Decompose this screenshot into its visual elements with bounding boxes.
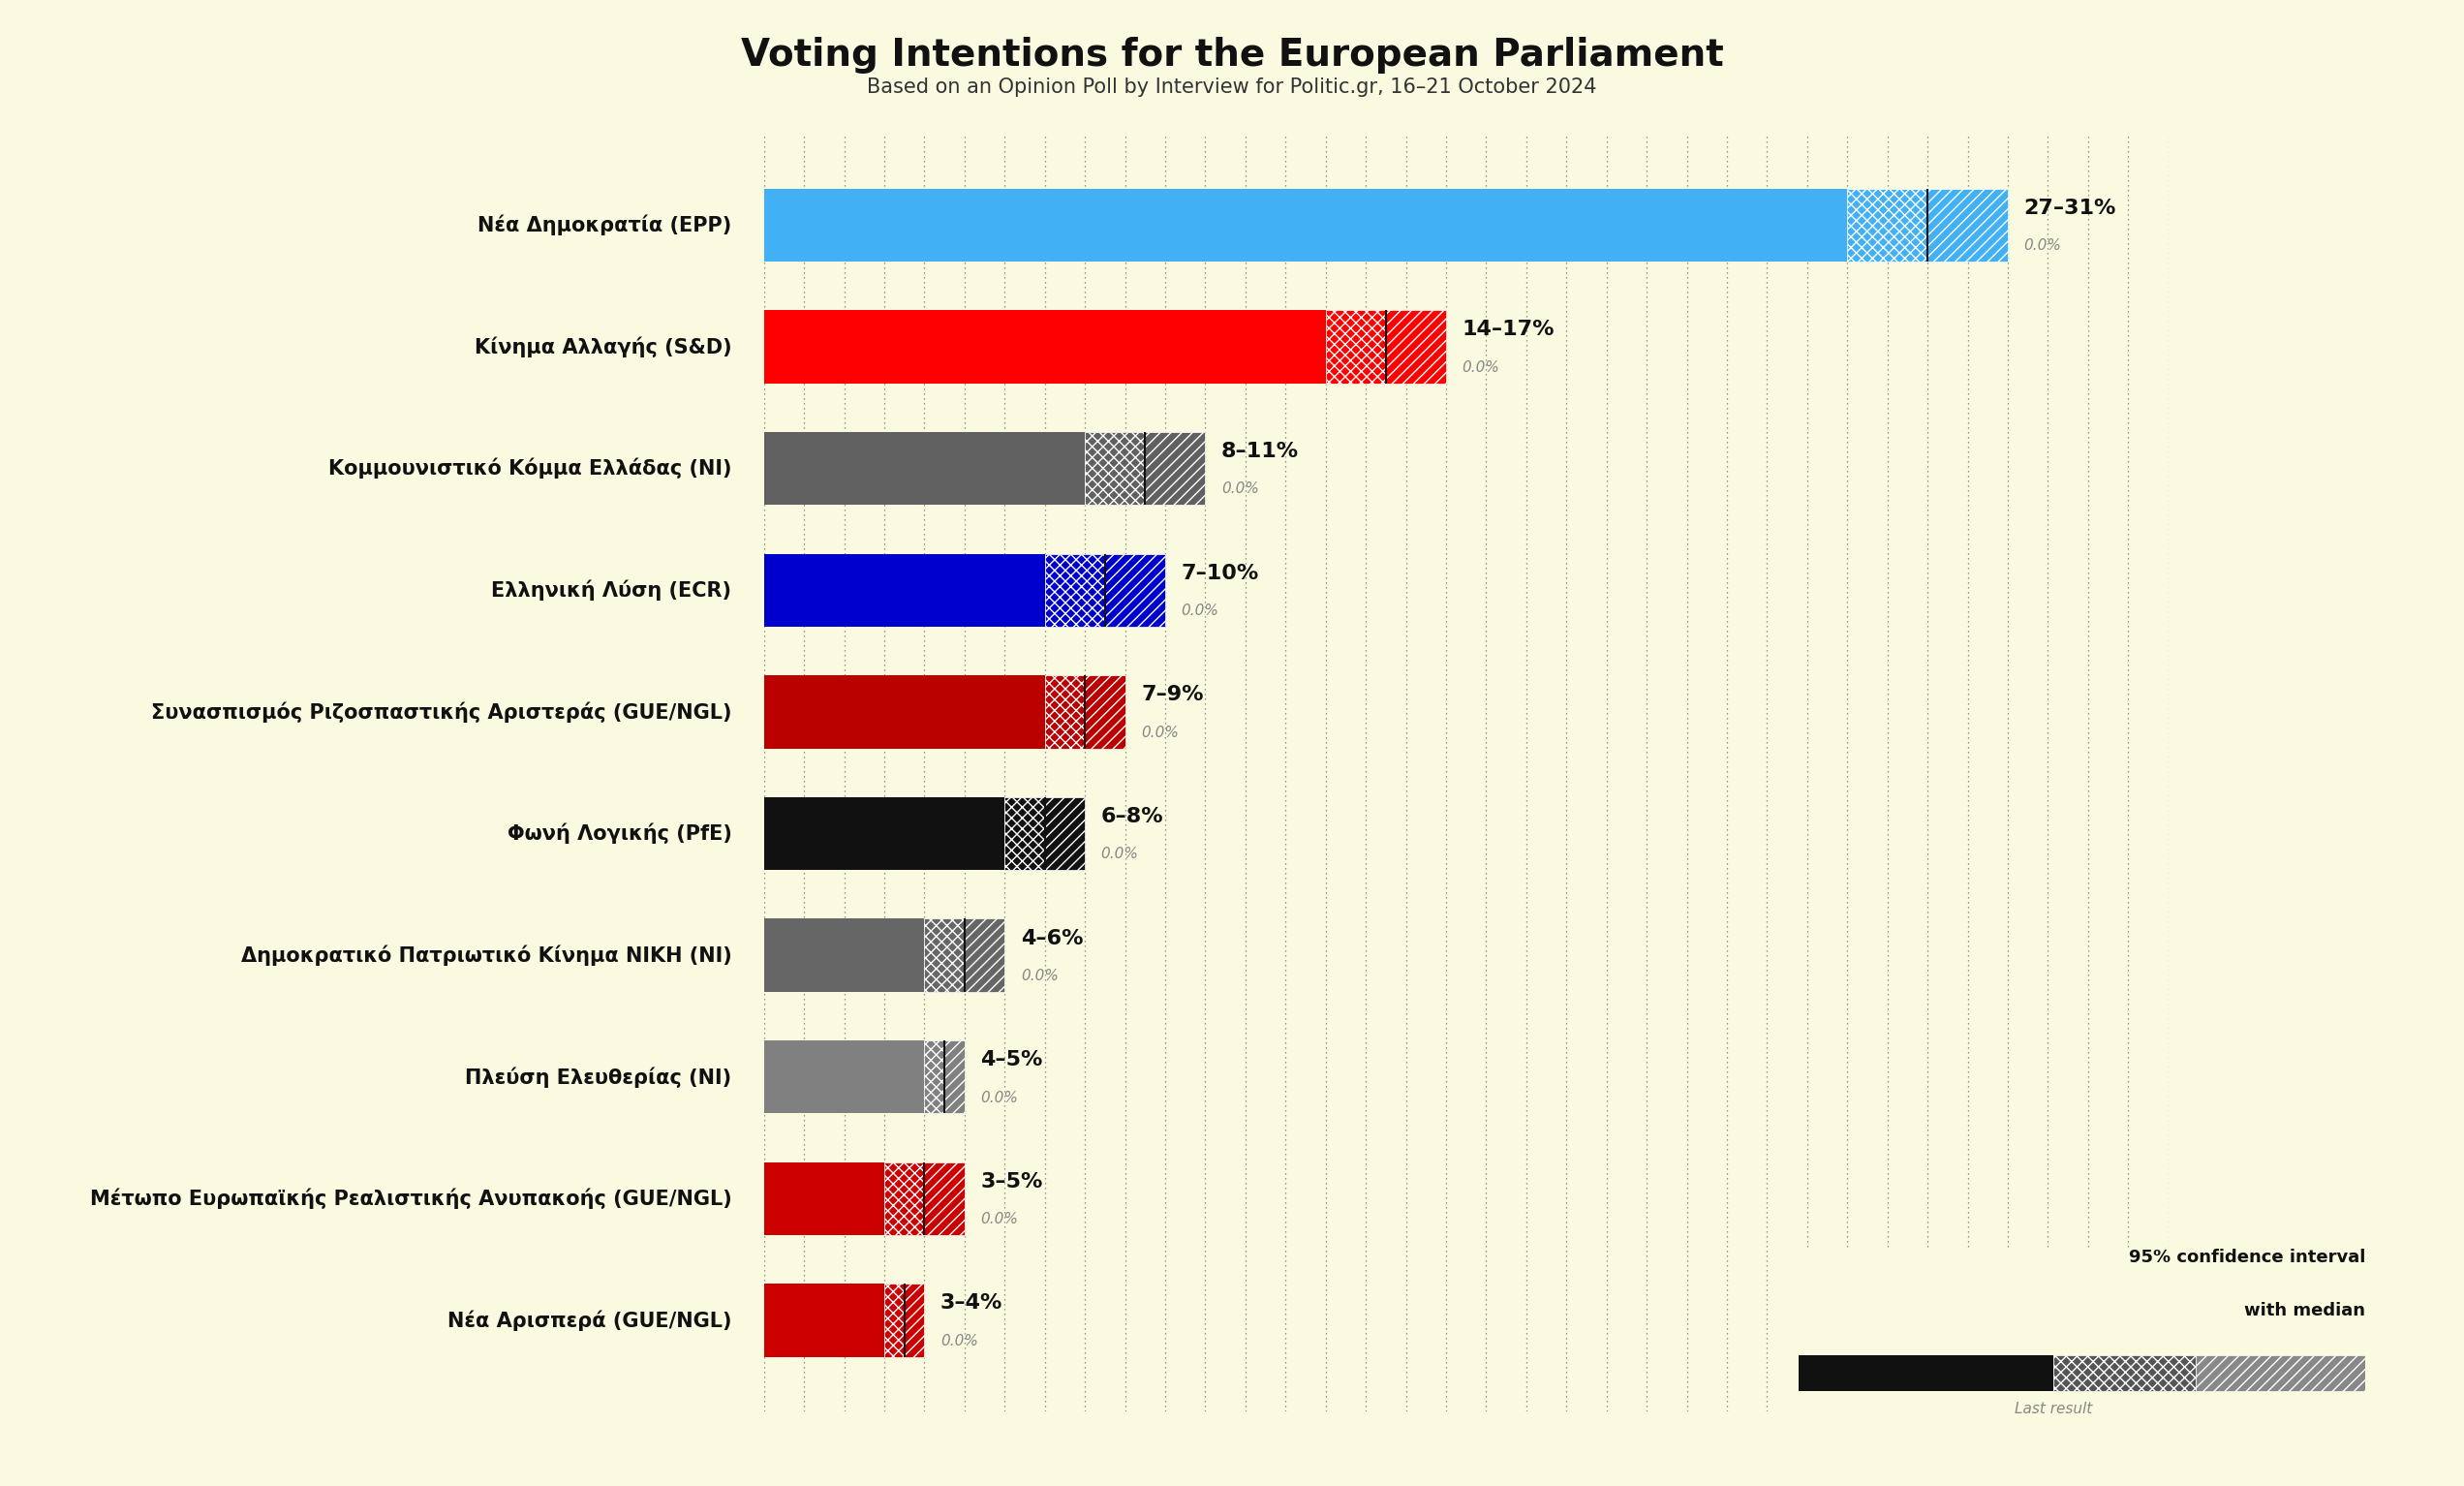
- Text: 0.0%: 0.0%: [1141, 725, 1178, 740]
- Text: 7–10%: 7–10%: [1180, 563, 1259, 583]
- Bar: [1326, 311, 1385, 383]
- Bar: [764, 1040, 924, 1113]
- Bar: [1084, 675, 1126, 749]
- Bar: [1799, 1355, 2055, 1391]
- Text: 95% confidence interval: 95% confidence interval: [2129, 1248, 2365, 1266]
- Text: 0.0%: 0.0%: [981, 1213, 1018, 1226]
- Bar: [764, 189, 1848, 262]
- Bar: [1045, 675, 1084, 749]
- Text: with median: with median: [2245, 1302, 2365, 1320]
- Text: Κομμουνιστικό Κόμμα Ελλάδας (NI): Κομμουνιστικό Κόμμα Ελλάδας (NI): [328, 458, 732, 478]
- Text: 3–4%: 3–4%: [941, 1294, 1003, 1314]
- Bar: [764, 1162, 885, 1235]
- Bar: [924, 1040, 944, 1113]
- Text: 0.0%: 0.0%: [941, 1334, 978, 1348]
- Bar: [1146, 432, 1205, 505]
- Bar: [764, 311, 1326, 383]
- Bar: [963, 918, 1005, 991]
- Text: 0.0%: 0.0%: [1020, 969, 1060, 984]
- Bar: [1045, 554, 1104, 627]
- Text: Based on an Opinion Poll by Interview for Politic.gr, 16–21 October 2024: Based on an Opinion Poll by Interview fo…: [867, 77, 1597, 97]
- Text: Νέα Δημοκρατία (EPP): Νέα Δημοκρατία (EPP): [478, 214, 732, 235]
- Bar: [764, 796, 1005, 871]
- Text: Last result: Last result: [2016, 1401, 2092, 1416]
- Bar: [924, 1162, 963, 1235]
- Bar: [904, 1284, 924, 1357]
- Text: 6–8%: 6–8%: [1101, 807, 1163, 826]
- Text: Νέα Αρισπερά (GUE/NGL): Νέα Αρισπερά (GUE/NGL): [448, 1311, 732, 1331]
- Text: Φωνή Λογικής (PfE): Φωνή Λογικής (PfE): [508, 823, 732, 844]
- Bar: [1927, 189, 2008, 262]
- Bar: [764, 918, 924, 991]
- Text: Κίνημα Αλλαγής (S&D): Κίνημα Αλλαγής (S&D): [476, 336, 732, 357]
- Text: 0.0%: 0.0%: [2023, 238, 2062, 253]
- Text: 0.0%: 0.0%: [981, 1091, 1018, 1106]
- Text: 4–5%: 4–5%: [981, 1051, 1042, 1070]
- Text: 8–11%: 8–11%: [1222, 441, 1299, 461]
- Bar: [1005, 796, 1045, 871]
- Text: 27–31%: 27–31%: [2023, 198, 2117, 217]
- Text: 3–5%: 3–5%: [981, 1172, 1042, 1192]
- Text: Μέτωπο Ευρωπαϊκής Ρεαλιστικής Ανυπακοής (GUE/NGL): Μέτωπο Ευρωπαϊκής Ρεαλιστικής Ανυπακοής …: [89, 1189, 732, 1210]
- Text: Ελληνική Λύση (ECR): Ελληνική Λύση (ECR): [490, 580, 732, 600]
- Bar: [2195, 1355, 2365, 1391]
- Bar: [1385, 311, 1446, 383]
- Text: 0.0%: 0.0%: [1222, 481, 1259, 496]
- Bar: [924, 918, 963, 991]
- Text: Voting Intentions for the European Parliament: Voting Intentions for the European Parli…: [742, 37, 1722, 74]
- Bar: [764, 432, 1084, 505]
- Bar: [764, 1284, 885, 1357]
- Bar: [885, 1284, 904, 1357]
- Text: Δημοκρατικό Πατριωτικό Κίνημα ΝΙΚΗ (NI): Δημοκρατικό Πατριωτικό Κίνημα ΝΙΚΗ (NI): [241, 945, 732, 966]
- Bar: [1084, 432, 1146, 505]
- Bar: [944, 1040, 963, 1113]
- Text: 0.0%: 0.0%: [1101, 847, 1138, 862]
- Text: 0.0%: 0.0%: [1461, 360, 1501, 374]
- Text: Πλεύση Ελευθερίας (NI): Πλεύση Ελευθερίας (NI): [466, 1067, 732, 1088]
- Bar: [1104, 554, 1165, 627]
- Text: 4–6%: 4–6%: [1020, 929, 1084, 948]
- Text: Συνασπισμός Ριζοσπαστικής Αριστεράς (GUE/NGL): Συνασπισμός Ριζοσπαστικής Αριστεράς (GUE…: [150, 701, 732, 722]
- Bar: [2055, 1355, 2195, 1391]
- Bar: [1848, 189, 1927, 262]
- Bar: [1045, 796, 1084, 871]
- Text: 14–17%: 14–17%: [1461, 319, 1555, 339]
- Text: 0.0%: 0.0%: [1180, 603, 1220, 618]
- Bar: [764, 675, 1045, 749]
- Bar: [885, 1162, 924, 1235]
- Bar: [764, 554, 1045, 627]
- Text: 7–9%: 7–9%: [1141, 685, 1202, 704]
